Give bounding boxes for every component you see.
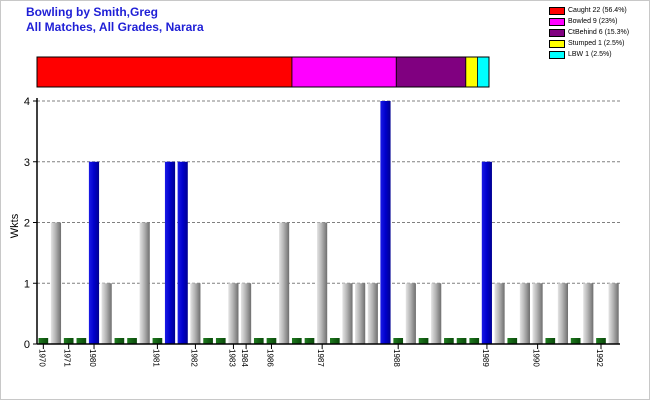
bar-series — [38, 101, 619, 344]
bar — [532, 283, 543, 344]
legend-swatch-caught — [549, 7, 565, 15]
x-tick-label: 1986 — [265, 349, 274, 367]
x-tick-label: 1988 — [392, 349, 401, 367]
zero-bar — [114, 338, 125, 344]
zero-bar — [330, 338, 340, 344]
zero-bar — [469, 338, 480, 344]
x-tick-label: 1981 — [151, 349, 160, 367]
dismissal-proportion-bar — [36, 56, 490, 88]
bar — [494, 283, 505, 344]
gridlines — [37, 100, 620, 284]
bar — [177, 161, 188, 344]
zero-bar — [596, 338, 606, 344]
bar — [557, 283, 569, 344]
zero-bar — [253, 338, 264, 344]
x-tick-label: 1983 — [227, 349, 236, 367]
zero-bar — [291, 338, 302, 344]
y-tick-label: 3 — [24, 157, 30, 169]
bar — [88, 161, 100, 344]
bar — [405, 283, 416, 344]
legend-swatch-ctbehind — [549, 29, 565, 37]
bar — [240, 283, 252, 344]
bar — [164, 161, 176, 344]
zero-bar — [393, 338, 404, 344]
zero-bar — [152, 338, 163, 344]
zero-bar — [418, 338, 429, 344]
zero-bar — [507, 338, 518, 344]
legend-label-ctbehind: CtBehind 6 (15.3%) — [568, 29, 630, 36]
x-tick-label: 1990 — [532, 349, 541, 367]
bar — [342, 283, 353, 344]
dismissal-segment-bowled — [291, 56, 397, 88]
dismissal-segment-ctbehind — [395, 56, 467, 88]
bar — [190, 283, 201, 344]
zero-bar — [203, 338, 213, 344]
legend: Caught 22 (56.4%) Bowled 9 (23%) CtBehin… — [549, 5, 647, 60]
dismissal-bar-outline — [36, 56, 490, 88]
bar — [608, 283, 619, 344]
bar — [355, 283, 366, 344]
y-tick-label: 0 — [24, 339, 30, 351]
legend-item-bowled: Bowled 9 (23%) — [549, 16, 647, 27]
zero-bar — [76, 338, 87, 344]
legend-swatch-bowled — [549, 18, 565, 26]
legend-item-caught: Caught 22 (56.4%) — [549, 5, 647, 16]
zero-bar — [444, 338, 454, 344]
legend-item-ctbehind: CtBehind 6 (15.3%) — [549, 27, 647, 38]
axes — [36, 98, 620, 345]
zero-bar — [127, 338, 137, 344]
x-tick-label: 1971 — [63, 349, 72, 367]
y-tick-label: 1 — [24, 278, 30, 290]
x-tick-label: 1987 — [316, 349, 325, 367]
zero-bar — [215, 338, 226, 344]
zero-bar — [545, 338, 556, 344]
bar — [279, 222, 290, 344]
y-axis-label: Wkts — [9, 213, 21, 238]
dismissal-segment-lbw — [477, 56, 490, 88]
bar — [317, 222, 328, 344]
legend-label-bowled: Bowled 9 (23%) — [568, 18, 618, 25]
zero-bar — [570, 338, 581, 344]
x-tick-label: 1980 — [88, 349, 97, 367]
x-tick-label: 1982 — [189, 349, 198, 367]
y-tick-label: 2 — [24, 218, 30, 230]
bar — [431, 283, 442, 344]
zero-bar — [63, 338, 74, 344]
y-tick-label: 4 — [24, 96, 30, 108]
bar — [101, 283, 112, 344]
bar — [481, 161, 492, 344]
legend-label-stumped: Stumped 1 (2.5%) — [568, 40, 625, 47]
bar — [380, 101, 391, 344]
zero-bar — [38, 338, 49, 344]
legend-swatch-stumped — [549, 40, 565, 48]
y-tick-labels: 0 1 2 3 4 — [24, 96, 37, 351]
bar — [519, 283, 530, 344]
legend-label-lbw: LBW 1 (2.5%) — [568, 51, 612, 58]
zero-bar — [456, 338, 467, 344]
bar — [367, 283, 378, 344]
x-tick-label: 1989 — [481, 349, 490, 367]
chart-subtitle: All Matches, All Grades, Narara — [26, 20, 204, 34]
x-tick-label: 1984 — [240, 349, 249, 367]
bar — [50, 222, 62, 344]
x-tick-labels: 1970 1971 1980 1981 1982 1983 1984 1986 1987 1988… — [37, 344, 604, 367]
legend-item-lbw: LBW 1 (2.5%) — [549, 49, 647, 60]
legend-swatch-lbw — [549, 51, 565, 59]
bar — [139, 222, 150, 344]
x-tick-label: 1992 — [595, 349, 604, 367]
chart-title: Bowling by Smith,Greg — [26, 5, 159, 19]
bar — [583, 283, 594, 344]
zero-bar — [304, 338, 315, 344]
legend-item-stumped: Stumped 1 (2.5%) — [549, 38, 647, 49]
x-tick-label: 1970 — [37, 349, 46, 367]
dismissal-segment-stumped — [465, 56, 478, 88]
dismissal-segment-caught — [36, 56, 293, 88]
legend-label-caught: Caught 22 (56.4%) — [568, 7, 627, 14]
zero-bar — [266, 338, 277, 344]
bar — [228, 283, 239, 344]
